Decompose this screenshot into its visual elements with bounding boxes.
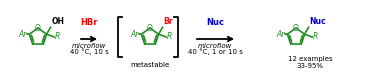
Text: 33-95%: 33-95% xyxy=(296,63,324,69)
Text: HBr: HBr xyxy=(80,18,98,27)
Text: 12 examples: 12 examples xyxy=(288,56,332,62)
Text: Ar: Ar xyxy=(276,30,284,39)
Text: OH: OH xyxy=(51,17,65,26)
Text: Nuc: Nuc xyxy=(206,18,224,27)
Text: microflow: microflow xyxy=(72,43,106,49)
Text: O: O xyxy=(35,23,41,32)
Text: microflow: microflow xyxy=(198,43,232,49)
Text: R: R xyxy=(313,32,318,41)
Text: Nuc: Nuc xyxy=(310,17,326,26)
Text: Br: Br xyxy=(164,17,173,26)
Text: Ar: Ar xyxy=(130,30,138,39)
Text: Ar: Ar xyxy=(18,30,26,39)
Text: metastable: metastable xyxy=(130,62,170,68)
Text: O: O xyxy=(147,23,153,32)
Text: 40 °C, 10 s: 40 °C, 10 s xyxy=(70,48,108,55)
Text: R: R xyxy=(55,32,60,41)
Text: O: O xyxy=(293,23,299,32)
Text: 40 °C, 1 or 10 s: 40 °C, 1 or 10 s xyxy=(187,48,242,55)
Text: R: R xyxy=(167,32,172,41)
